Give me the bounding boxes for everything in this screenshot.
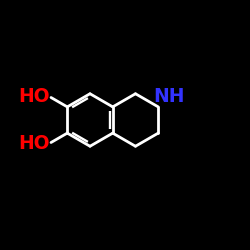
- Text: HO: HO: [18, 87, 50, 106]
- Text: NH: NH: [153, 87, 184, 106]
- Text: HO: HO: [18, 134, 50, 153]
